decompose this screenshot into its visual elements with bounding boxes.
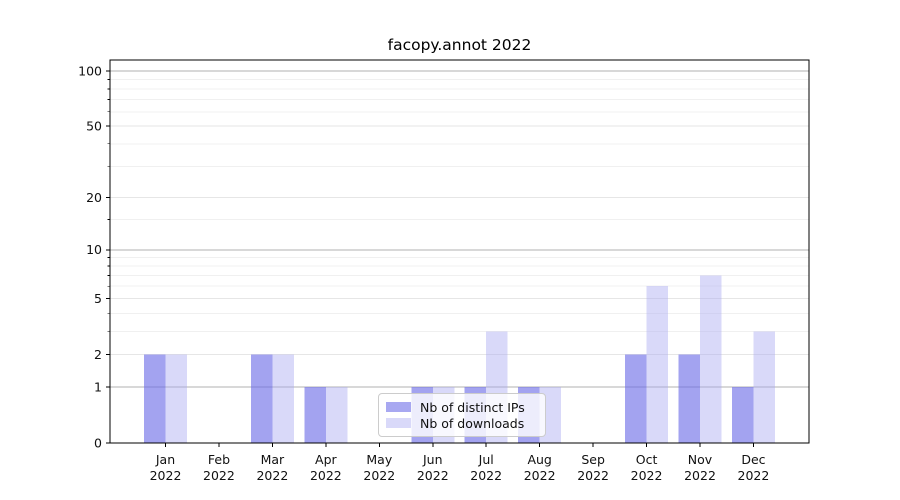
y-axis-tick-label: 100 bbox=[78, 63, 102, 78]
x-axis-tick-label-year: 2022 bbox=[577, 468, 609, 483]
axes-frame bbox=[109, 59, 810, 444]
x-axis-tick-label-year: 2022 bbox=[524, 468, 556, 483]
legend-item-distinct-ips: Nb of distinct IPs bbox=[386, 400, 537, 415]
x-axis-tick-label-month: Dec bbox=[741, 452, 765, 467]
bar-downloads-mar bbox=[272, 354, 294, 443]
y-axis-tick-label: 1 bbox=[94, 379, 102, 394]
legend-item-downloads: Nb of downloads bbox=[386, 416, 537, 431]
x-axis-tick-label-year: 2022 bbox=[150, 468, 182, 483]
y-axis-tick-label: 0 bbox=[94, 435, 102, 450]
bar-ips-mar bbox=[250, 354, 273, 443]
bar-ips-oct bbox=[625, 354, 647, 443]
x-axis-tick-label-year: 2022 bbox=[203, 468, 235, 483]
y-axis-tick-label: 2 bbox=[94, 347, 102, 362]
x-axis-tick-label-month: Nov bbox=[688, 452, 713, 467]
legend: Nb of distinct IPs Nb of downloads bbox=[378, 393, 546, 437]
bar-ips-dec bbox=[731, 387, 754, 443]
x-axis-tick-label-year: 2022 bbox=[363, 468, 395, 483]
y-axis-tick-label: 5 bbox=[94, 291, 102, 306]
x-axis-tick-label-month: Aug bbox=[527, 452, 551, 467]
x-axis-tick-label-month: May bbox=[366, 452, 392, 467]
x-axis-tick-label-year: 2022 bbox=[738, 468, 770, 483]
bar-downloads-nov bbox=[700, 275, 722, 443]
legend-swatch-distinct-ips bbox=[386, 402, 411, 412]
x-axis-tick-label-year: 2022 bbox=[470, 468, 502, 483]
x-axis-tick-label-year: 2022 bbox=[256, 468, 288, 483]
x-axis-tick-label-month: Jan bbox=[155, 452, 175, 467]
bar-downloads-apr bbox=[325, 387, 348, 443]
bar-ips-nov bbox=[678, 354, 700, 443]
x-axis-tick-label-month: Mar bbox=[261, 452, 285, 467]
x-axis-tick-label-month: Feb bbox=[208, 452, 230, 467]
x-axis-tick-label-year: 2022 bbox=[684, 468, 716, 483]
x-axis-tick-label-month: Jul bbox=[478, 452, 494, 467]
bar-downloads-dec bbox=[753, 331, 775, 443]
x-axis-tick-label-month: Oct bbox=[636, 452, 658, 467]
x-axis-tick-label-month: Apr bbox=[315, 452, 337, 467]
y-axis-tick-label: 10 bbox=[86, 242, 102, 257]
x-axis-tick-label-month: Sep bbox=[581, 452, 605, 467]
bar-ips-apr bbox=[304, 387, 326, 443]
legend-label-distinct-ips: Nb of distinct IPs bbox=[420, 399, 525, 415]
x-axis-tick-label-year: 2022 bbox=[631, 468, 663, 483]
x-axis-tick-label-year: 2022 bbox=[417, 468, 449, 483]
y-axis-tick-label: 20 bbox=[86, 190, 102, 205]
bar-downloads-jan bbox=[165, 354, 187, 443]
bar-downloads-oct bbox=[646, 286, 669, 443]
y-axis-tick-label: 50 bbox=[86, 119, 102, 134]
bar-ips-jan bbox=[144, 354, 166, 443]
x-axis-tick-label-year: 2022 bbox=[310, 468, 342, 483]
chart-title: facopy.annot 2022 bbox=[387, 36, 532, 54]
x-axis-tick-label-month: Jun bbox=[422, 452, 443, 467]
legend-label-downloads: Nb of downloads bbox=[420, 415, 525, 431]
legend-swatch-downloads bbox=[386, 418, 411, 428]
